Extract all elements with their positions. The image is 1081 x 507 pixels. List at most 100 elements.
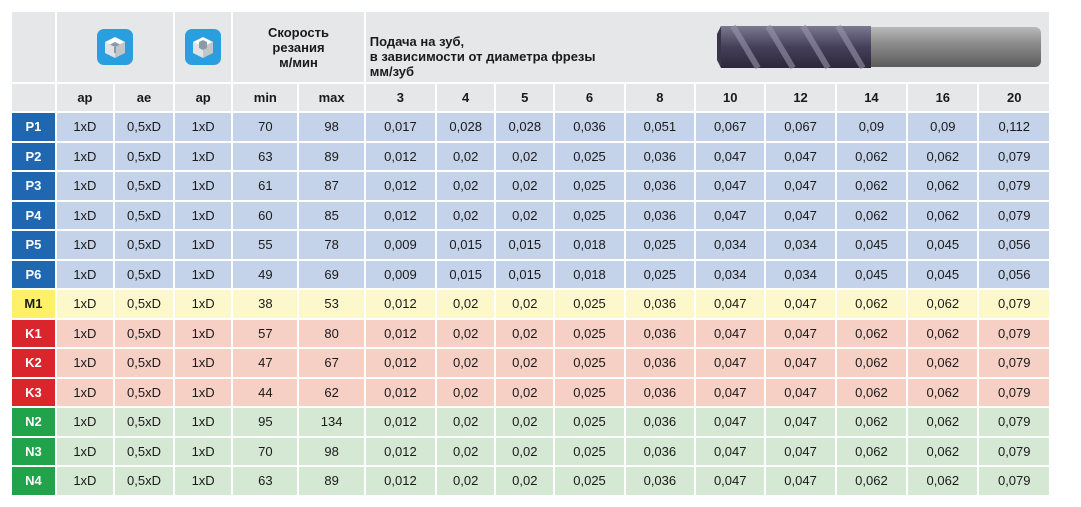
table-cell: 1xD bbox=[56, 349, 113, 377]
table-cell: 60 bbox=[233, 201, 298, 229]
material-group-label: N3 bbox=[12, 437, 55, 465]
table-cell: 0,015 bbox=[437, 260, 495, 288]
table-cell: 0,015 bbox=[437, 231, 495, 259]
table-cell: 0,02 bbox=[496, 467, 554, 495]
table-cell: 1xD bbox=[56, 231, 113, 259]
table-cell: 0,5xD bbox=[114, 378, 174, 406]
pocketing-icon-cell bbox=[175, 12, 232, 82]
table-cell: 0,009 bbox=[365, 260, 436, 288]
table-cell: 57 bbox=[233, 319, 298, 347]
feed-per-tooth-title: Подача на зуб, в зависимости от диаметра… bbox=[365, 12, 1049, 82]
table-row: P2 1xD 0,5xD 1xD 63 89 0,012 0,02 0,02 0,025 0,036… bbox=[12, 142, 1049, 170]
table-cell: 0,5xD bbox=[114, 437, 174, 465]
table-row: P3 1xD 0,5xD 1xD 61 87 0,012 0,02 0,02 0,025 0,036… bbox=[12, 172, 1049, 200]
table-cell: 0,079 bbox=[979, 319, 1049, 347]
table-cell: 0,062 bbox=[908, 172, 978, 200]
table-cell: 89 bbox=[299, 467, 364, 495]
material-group-label: P6 bbox=[12, 260, 55, 288]
table-cell: 49 bbox=[233, 260, 298, 288]
table-cell: 0,012 bbox=[365, 319, 436, 347]
column-header-2: ap bbox=[175, 84, 232, 111]
table-cell: 0,079 bbox=[979, 172, 1049, 200]
table-cell: 0,025 bbox=[625, 231, 695, 259]
table-cell: 0,017 bbox=[365, 113, 436, 141]
table-cell: 0,5xD bbox=[114, 172, 174, 200]
table-cell: 1xD bbox=[175, 467, 232, 495]
table-row: N4 1xD 0,5xD 1xD 63 89 0,012 0,02 0,02 0,025 0,036… bbox=[12, 467, 1049, 495]
table-cell: 0,025 bbox=[555, 319, 624, 347]
table-cell: 0,062 bbox=[908, 142, 978, 170]
table-row: M1 1xD 0,5xD 1xD 38 53 0,012 0,02 0,02 0,025 0,036… bbox=[12, 290, 1049, 318]
table-cell: 0,036 bbox=[625, 319, 695, 347]
table-cell: 0,079 bbox=[979, 467, 1049, 495]
table-cell: 0,047 bbox=[696, 467, 765, 495]
table-cell: 1xD bbox=[175, 290, 232, 318]
table-cell: 0,02 bbox=[437, 142, 495, 170]
table-cell: 1xD bbox=[175, 319, 232, 347]
table-cell: 0,02 bbox=[496, 437, 554, 465]
table-cell: 0,036 bbox=[625, 172, 695, 200]
table-row: P1 1xD 0,5xD 1xD 70 98 0,017 0,028 0,028 0,036 0,0… bbox=[12, 113, 1049, 141]
column-header-5: 3 bbox=[365, 84, 436, 111]
table-cell: 0,012 bbox=[365, 378, 436, 406]
table-cell: 0,062 bbox=[836, 408, 907, 436]
cutting-data-table: Скорость резания м/мин Подача на зуб, в … bbox=[10, 10, 1051, 497]
column-header-9: 8 bbox=[625, 84, 695, 111]
feed-title-line-1: Подача на зуб, bbox=[369, 34, 465, 49]
table-row: P4 1xD 0,5xD 1xD 60 85 0,012 0,02 0,02 0,025 0,036… bbox=[12, 201, 1049, 229]
table-cell: 0,079 bbox=[979, 408, 1049, 436]
table-cell: 0,012 bbox=[365, 349, 436, 377]
table-cell: 0,047 bbox=[766, 408, 835, 436]
table-cell: 0,036 bbox=[625, 378, 695, 406]
table-cell: 47 bbox=[233, 349, 298, 377]
table-cell: 0,047 bbox=[766, 467, 835, 495]
table-cell: 0,018 bbox=[555, 231, 624, 259]
column-header-4: max bbox=[299, 84, 364, 111]
cube-pocket-icon bbox=[185, 29, 222, 65]
table-cell: 0,5xD bbox=[114, 231, 174, 259]
table-cell: 1xD bbox=[56, 172, 113, 200]
table-cell: 1xD bbox=[56, 378, 113, 406]
table-cell: 0,047 bbox=[766, 201, 835, 229]
table-cell: 0,009 bbox=[365, 231, 436, 259]
table-cell: 0,5xD bbox=[114, 260, 174, 288]
table-cell: 0,025 bbox=[555, 378, 624, 406]
table-cell: 1xD bbox=[56, 467, 113, 495]
table-row: N2 1xD 0,5xD 1xD 95 134 0,012 0,02 0,02 0,025 0,03… bbox=[12, 408, 1049, 436]
table-cell: 89 bbox=[299, 142, 364, 170]
table-cell: 0,02 bbox=[437, 349, 495, 377]
feed-title-line-2: в зависимости от диаметра фрезы bbox=[369, 49, 596, 64]
cutting-speed-title: Скорость резания м/мин bbox=[233, 12, 364, 82]
table-cell: 0,09 bbox=[908, 113, 978, 141]
table-cell: 0,036 bbox=[625, 437, 695, 465]
table-cell: 0,02 bbox=[437, 319, 495, 347]
column-header-1: ae bbox=[114, 84, 174, 111]
column-header-0: ap bbox=[56, 84, 113, 111]
table-cell: 0,079 bbox=[979, 201, 1049, 229]
table-cell: 0,047 bbox=[696, 201, 765, 229]
column-header-3: min bbox=[233, 84, 298, 111]
table-cell: 0,5xD bbox=[114, 201, 174, 229]
table-cell: 0,062 bbox=[908, 201, 978, 229]
table-cell: 0,02 bbox=[437, 408, 495, 436]
table-cell: 0,025 bbox=[555, 467, 624, 495]
material-group-label: N2 bbox=[12, 408, 55, 436]
column-header-11: 12 bbox=[766, 84, 835, 111]
table-cell: 0,079 bbox=[979, 290, 1049, 318]
table-cell: 0,025 bbox=[555, 290, 624, 318]
table-cell: 0,045 bbox=[836, 231, 907, 259]
table-cell: 85 bbox=[299, 201, 364, 229]
table-cell: 0,047 bbox=[696, 290, 765, 318]
table-cell: 70 bbox=[233, 437, 298, 465]
column-header-8: 6 bbox=[555, 84, 624, 111]
table-cell: 1xD bbox=[56, 408, 113, 436]
table-cell: 0,028 bbox=[437, 113, 495, 141]
table-cell: 0,045 bbox=[836, 260, 907, 288]
table-cell: 0,062 bbox=[908, 467, 978, 495]
table-cell: 0,047 bbox=[766, 142, 835, 170]
table-cell: 98 bbox=[299, 113, 364, 141]
material-group-label: N4 bbox=[12, 467, 55, 495]
table-cell: 0,025 bbox=[555, 201, 624, 229]
table-cell: 80 bbox=[299, 319, 364, 347]
table-cell: 0,02 bbox=[496, 142, 554, 170]
